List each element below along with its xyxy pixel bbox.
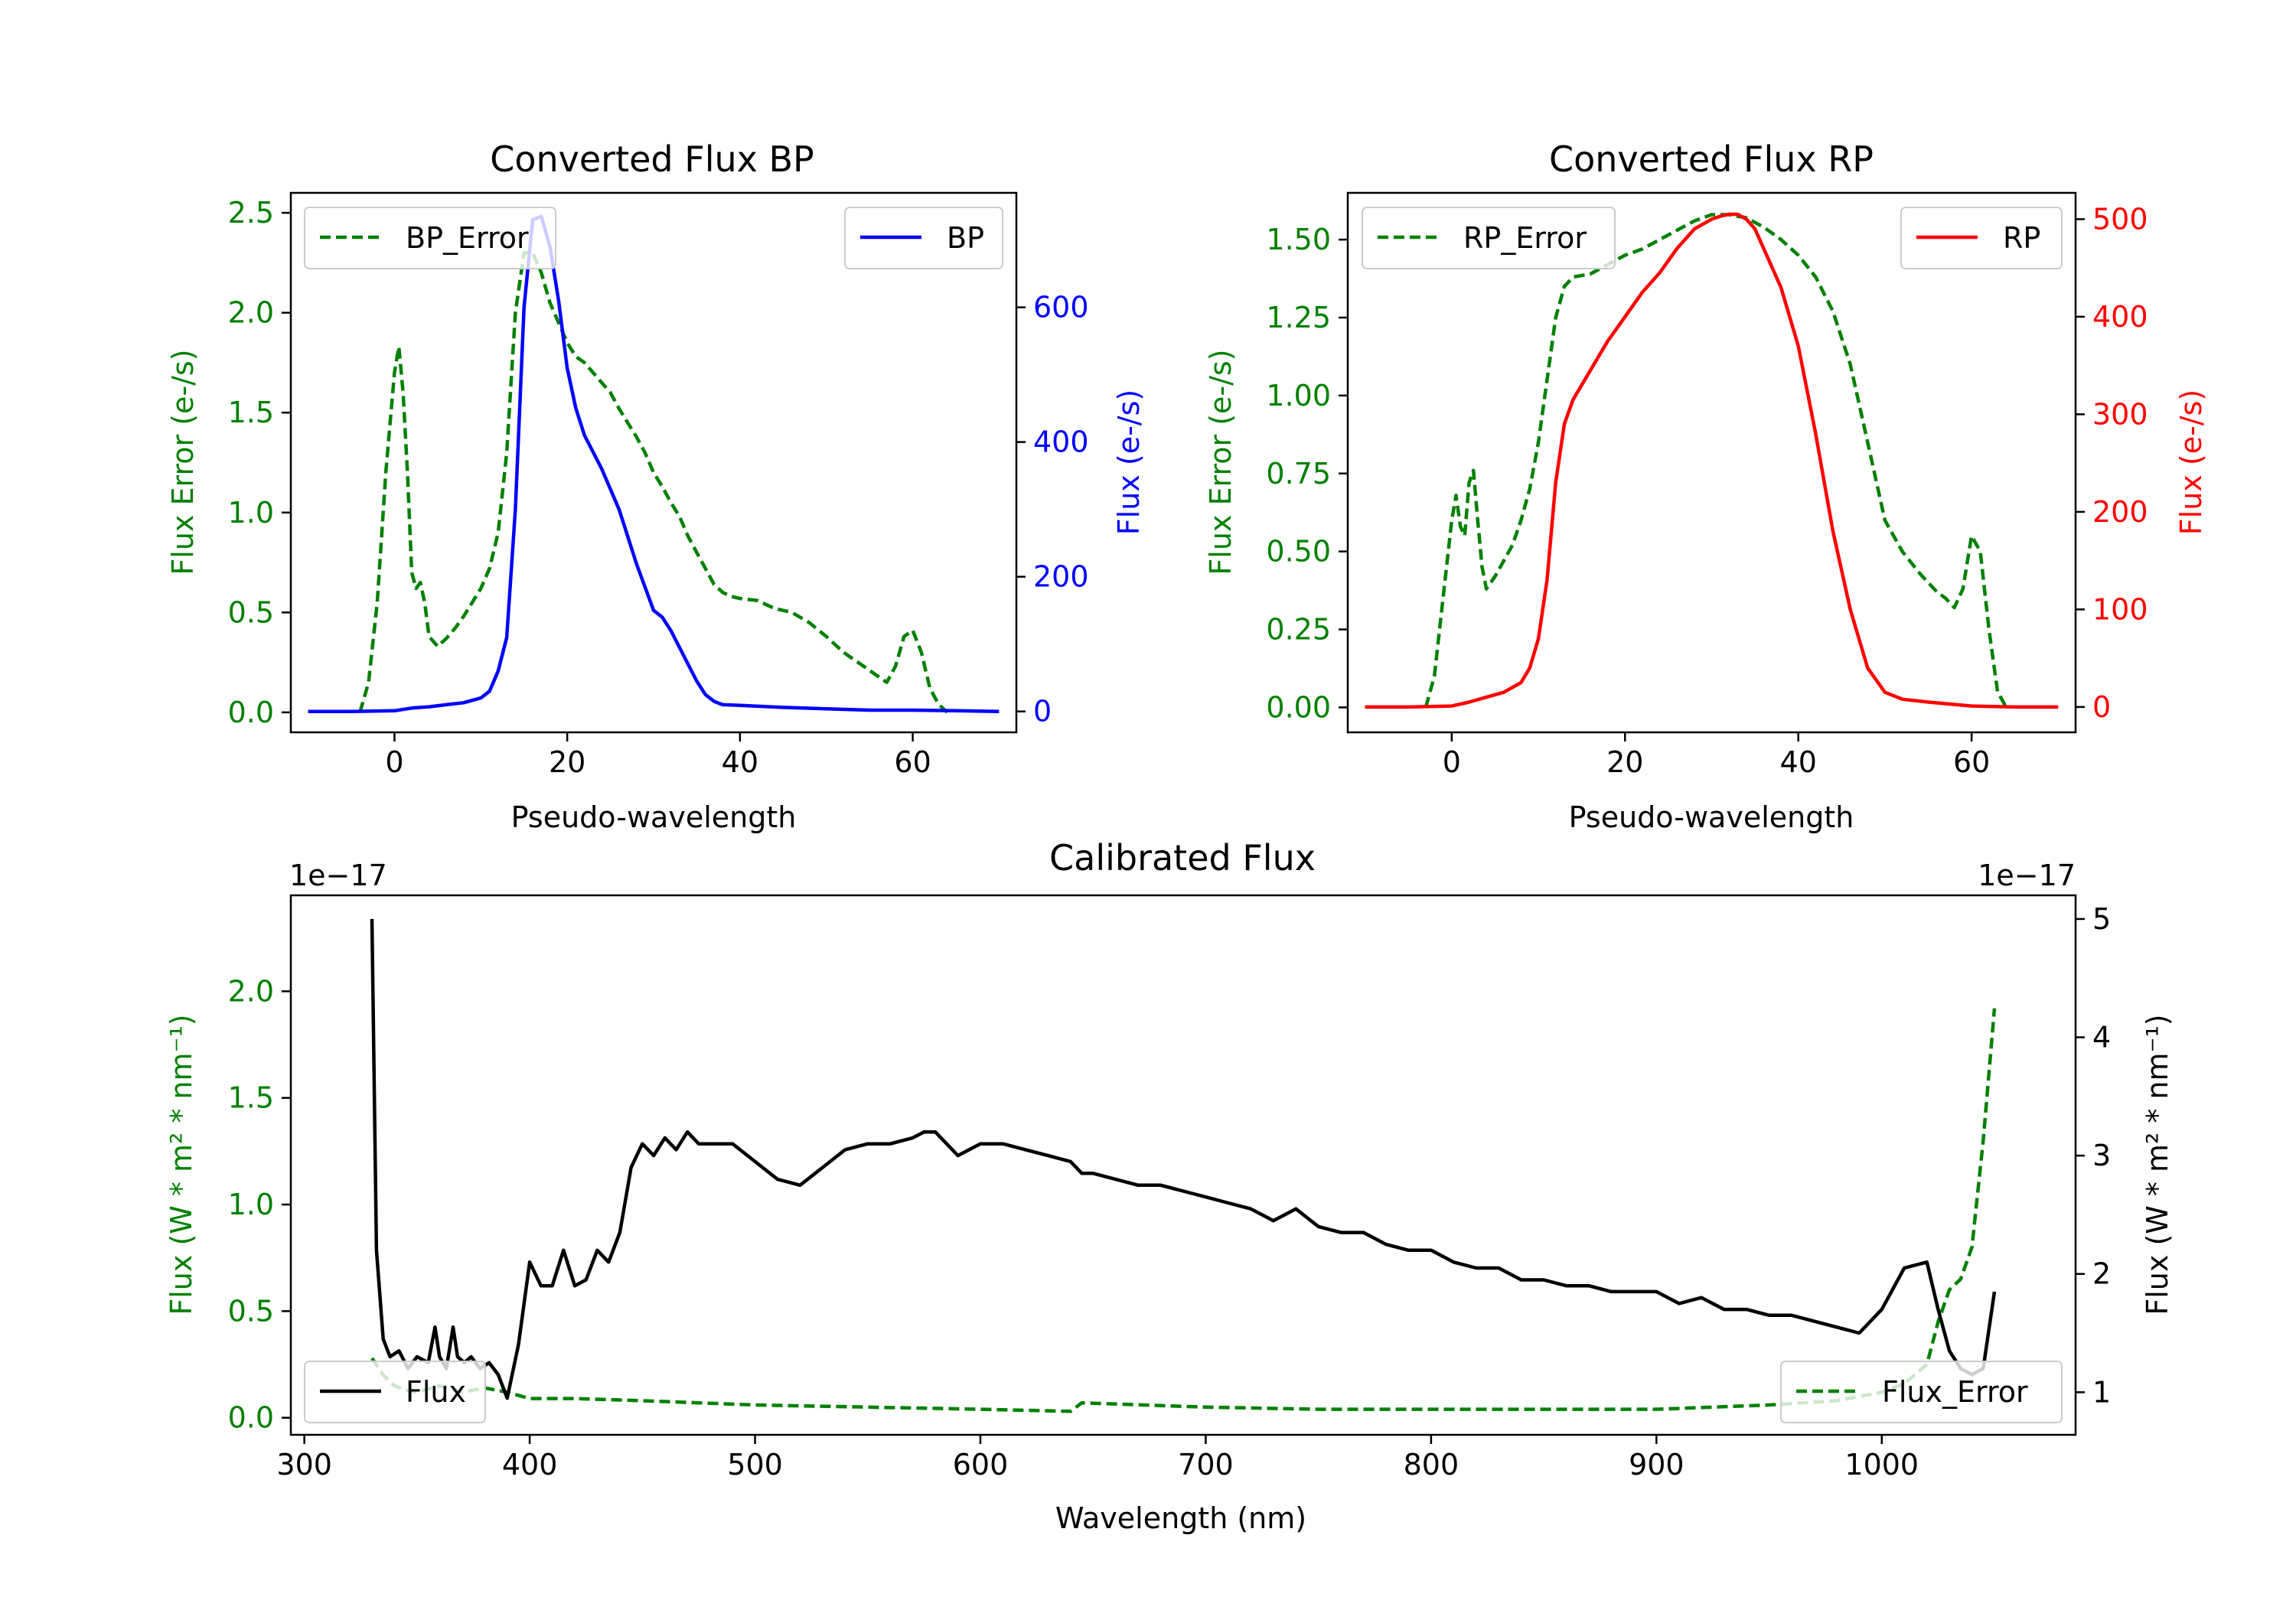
cal-x-tick-label: 500 xyxy=(727,1448,783,1482)
bp-right-tick-label: 600 xyxy=(1033,291,1089,324)
bp-right-tick-label: 400 xyxy=(1033,425,1089,459)
bp-right-tick-label: 200 xyxy=(1033,560,1089,594)
rp-right-tick-label: 200 xyxy=(2092,495,2148,529)
rp-left-tick-label: 0.25 xyxy=(1266,613,1331,647)
bp-axes-frame xyxy=(289,191,1018,734)
rp-left-tick-label: 1.50 xyxy=(1266,223,1331,256)
rp-x-axis-label: Pseudo-wavelength xyxy=(1569,800,1854,834)
rp-x-tick-label: 20 xyxy=(1606,745,1643,779)
cal-right-tick-label: 1 xyxy=(2092,1375,2111,1409)
cal-right-tick-label: 4 xyxy=(2092,1021,2111,1054)
rp-left-tick-label: 0.00 xyxy=(1266,690,1331,724)
bp-left-tick-label: 1.5 xyxy=(228,396,274,429)
cal-right-tick-label: 3 xyxy=(2092,1139,2111,1172)
bp-title: Converted Flux BP xyxy=(490,139,814,180)
rp-right-tick-label: 400 xyxy=(2092,300,2148,334)
cal-legend-flux[interactable]: Flux xyxy=(304,1361,486,1423)
rp-x-tick-label: 60 xyxy=(1953,745,1990,779)
cal-legend-error-label: Flux_Error xyxy=(1882,1375,2028,1409)
rp-legend-flux[interactable]: RP xyxy=(1900,207,2063,269)
rp-title: Converted Flux RP xyxy=(1549,139,1874,180)
cal-legend-error[interactable]: Flux_Error xyxy=(1780,1361,2063,1423)
cal-x-tick-label: 1000 xyxy=(1844,1448,1919,1482)
rp-panel: Converted Flux RP 0 20 40 60 0.00 0.25 0.50 0.7… xyxy=(1204,139,2208,834)
cal-right-axis-label: Flux (W * m² * nm⁻¹) xyxy=(2141,1014,2174,1315)
rp-x-tick-label: 40 xyxy=(1780,745,1817,779)
rp-legend-error-label: RP_Error xyxy=(1463,221,1587,255)
bp-series-bp xyxy=(308,214,1000,713)
rp-x-tick-label: 0 xyxy=(1443,745,1461,779)
rp-right-tick-label: 300 xyxy=(2092,397,2148,431)
cal-axes-frame xyxy=(289,894,2077,1436)
cal-x-axis-label: Wavelength (nm) xyxy=(1055,1501,1306,1535)
cal-left-tick-label: 0.0 xyxy=(228,1401,274,1435)
cal-x-tick-label: 900 xyxy=(1629,1448,1684,1482)
bp-left-tick-label: 0.0 xyxy=(228,696,274,729)
rp-left-tick-label: 1.00 xyxy=(1266,379,1331,412)
cal-x-tick-label: 700 xyxy=(1178,1448,1234,1482)
bp-left-tick-label: 1.0 xyxy=(228,496,274,530)
bp-legend-error-label: BP_Error xyxy=(406,221,529,255)
cal-left-tick-label: 1.0 xyxy=(228,1188,274,1221)
cal-x-tick-label: 800 xyxy=(1404,1448,1459,1482)
rp-left-tick-label: 0.75 xyxy=(1266,457,1331,491)
calibrated-panel: Calibrated Flux 300 400 500 600 700 800 900 100… xyxy=(165,837,2174,1535)
bp-panel: Converted Flux BP 0 20 40 60 0.0 0.5 1.0 1.5 2.0… xyxy=(166,139,1146,834)
cal-right-tick-label: 2 xyxy=(2092,1257,2111,1291)
cal-x-tick-label: 400 xyxy=(502,1448,558,1482)
rp-right-tick-label: 500 xyxy=(2092,202,2148,236)
cal-left-tick-label: 1.5 xyxy=(228,1081,274,1115)
cal-plot-area: 300 400 500 600 700 800 900 1000 0.0 0.5 1.0 1.5 2.0… xyxy=(228,902,2112,1482)
rp-right-axis-label: Flux (e-/s) xyxy=(2174,390,2208,535)
cal-x-tick-label: 300 xyxy=(276,1448,332,1482)
rp-series-rp xyxy=(1365,212,2059,709)
bp-x-tick-label: 20 xyxy=(549,745,585,779)
cal-title: Calibrated Flux xyxy=(1049,837,1316,878)
rp-plot-area: 0 20 40 60 0.00 0.25 0.50 0.75 1.00 1.25 1.50 0 100 2… xyxy=(1266,202,2148,779)
rp-left-tick-label: 1.25 xyxy=(1266,301,1331,334)
cal-series-flux xyxy=(370,918,1997,1400)
bp-right-axis-label: Flux (e-/s) xyxy=(1112,390,1146,535)
bp-series-bp-error xyxy=(358,251,949,714)
bp-legend-flux-label: BP xyxy=(947,221,984,255)
bp-left-tick-label: 2.5 xyxy=(228,196,274,230)
rp-axes-frame xyxy=(1346,191,2077,734)
rp-left-tick-label: 0.50 xyxy=(1266,535,1331,569)
cal-left-axis-label: Flux (W * m² * nm⁻¹) xyxy=(165,1014,198,1315)
bp-right-tick-label: 0 xyxy=(1033,695,1052,729)
rp-legend-flux-label: RP xyxy=(2003,221,2040,255)
rp-left-axis-label: Flux Error (e-/s) xyxy=(1204,349,1238,575)
bp-legend-flux[interactable]: BP xyxy=(844,207,1003,269)
cal-right-offset-text: 1e−17 xyxy=(1978,859,2076,892)
cal-left-tick-label: 2.0 xyxy=(228,974,274,1008)
cal-legend-flux-label: Flux xyxy=(406,1375,466,1409)
bp-x-axis-label: Pseudo-wavelength xyxy=(511,800,797,834)
bp-x-tick-label: 60 xyxy=(894,745,931,779)
bp-plot-area: 0 20 40 60 0.0 0.5 1.0 1.5 2.0 2.5 0 200 400 600 xyxy=(228,196,1089,779)
bp-x-tick-label: 40 xyxy=(722,745,758,779)
rp-legend-error[interactable]: RP_Error xyxy=(1362,207,1616,269)
bp-legend-error[interactable]: BP_Error xyxy=(304,207,556,269)
cal-x-tick-label: 600 xyxy=(953,1448,1009,1482)
bp-left-tick-label: 2.0 xyxy=(228,296,274,330)
bp-left-tick-label: 0.5 xyxy=(228,595,274,629)
bp-left-axis-label: Flux Error (e-/s) xyxy=(166,349,200,575)
cal-left-offset-text: 1e−17 xyxy=(289,859,387,892)
cal-left-tick-label: 0.5 xyxy=(228,1294,274,1328)
rp-series-rp-error xyxy=(1424,213,2008,709)
cal-right-tick-label: 5 xyxy=(2092,902,2111,936)
rp-right-tick-label: 0 xyxy=(2092,690,2111,724)
rp-right-tick-label: 100 xyxy=(2092,592,2148,626)
bp-x-tick-label: 0 xyxy=(385,745,403,779)
